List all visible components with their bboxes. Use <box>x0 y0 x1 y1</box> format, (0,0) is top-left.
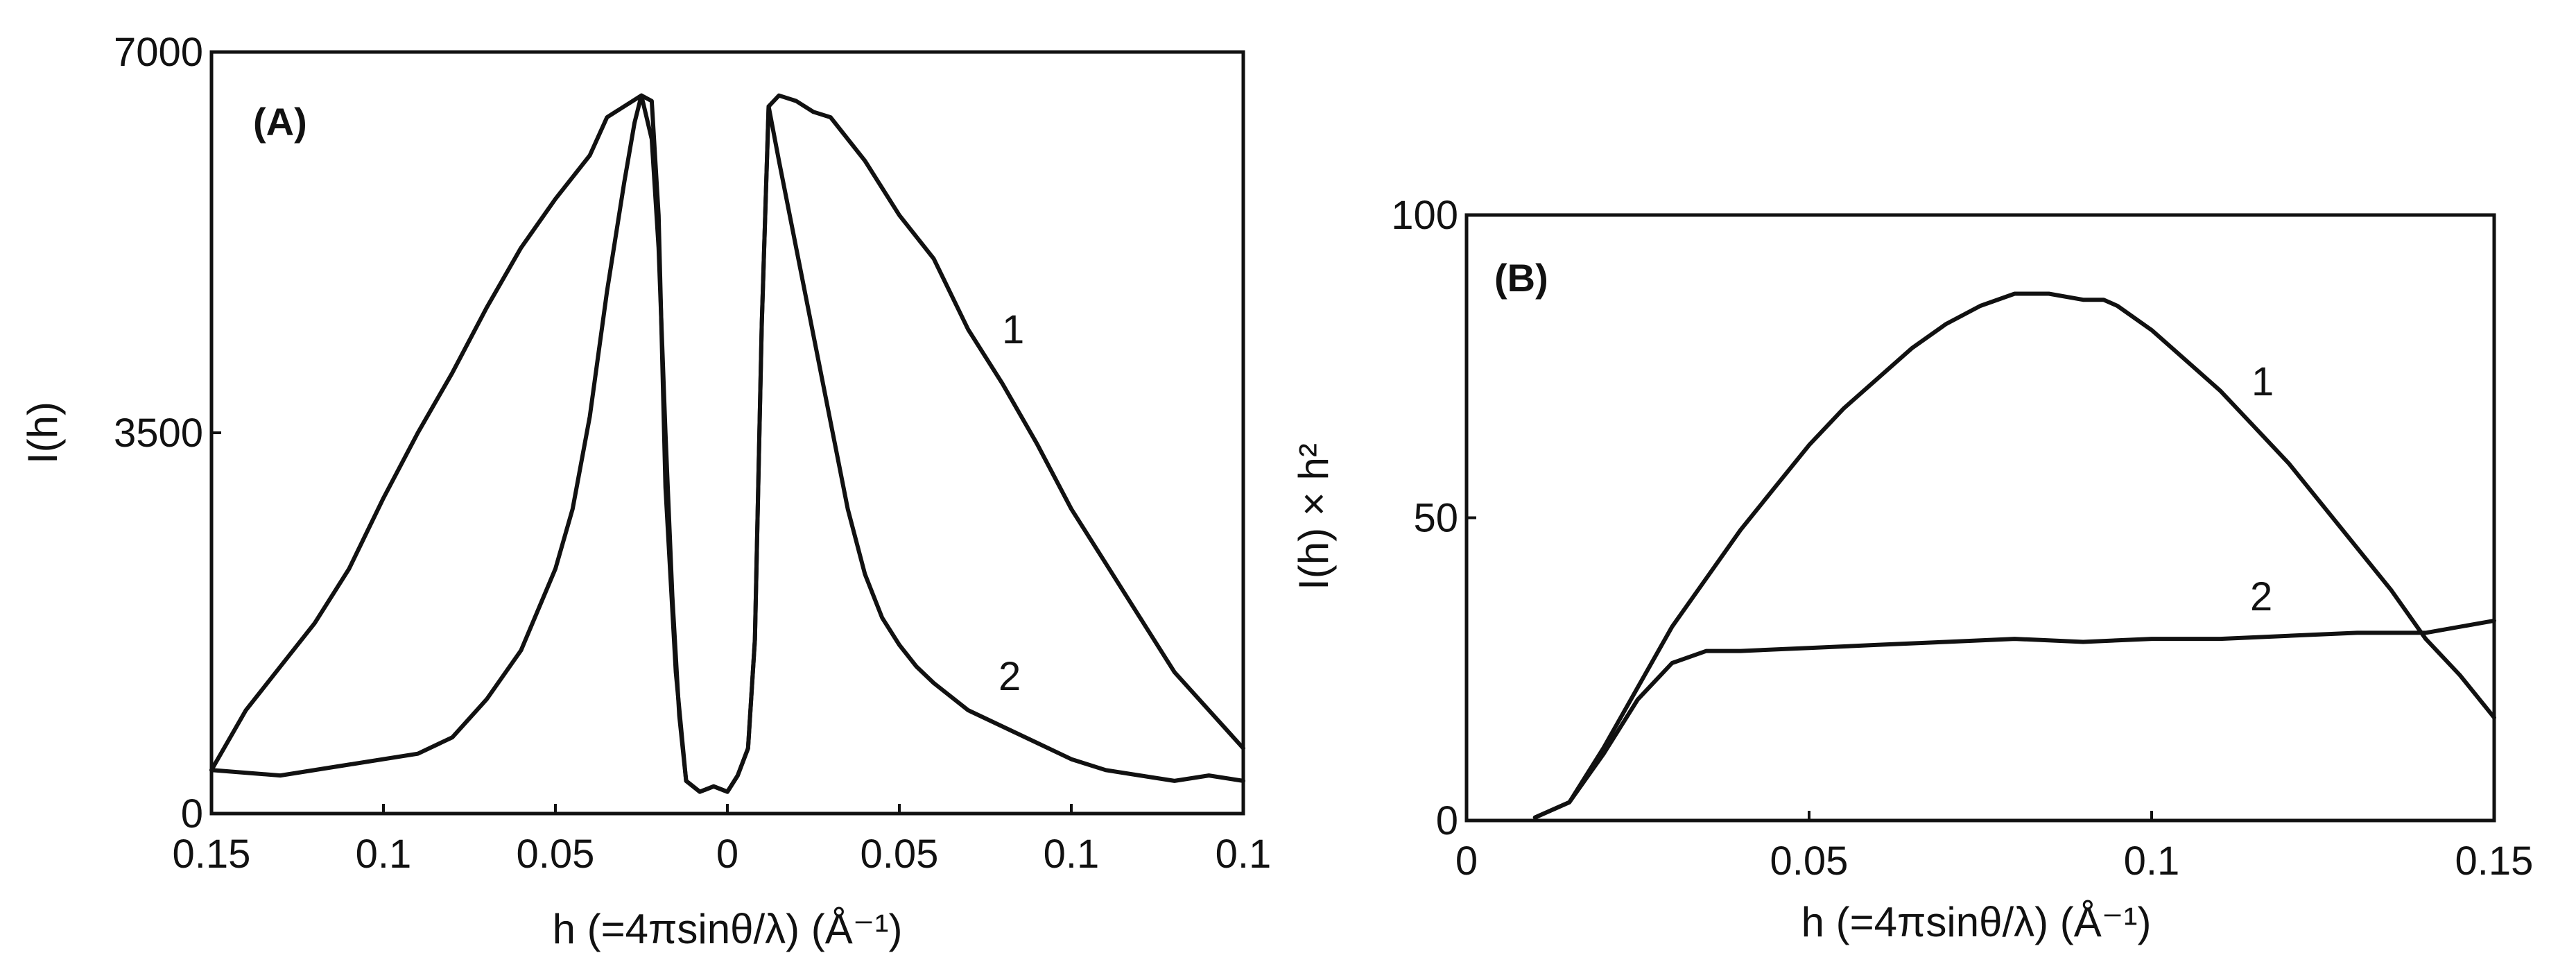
panel-a-y-tick-label: 7000 <box>114 30 203 75</box>
panel-b-series-1-line <box>1532 291 2496 820</box>
panel-b-x-ticks: 0 0.05 0.1 0.15 <box>1455 811 2534 884</box>
panel-a-x-tick-label: 0.05 <box>517 832 595 877</box>
panel-a-x-tick-label: 0.05 <box>861 832 939 877</box>
panel-b-y-tick-label: 0 <box>1436 798 1458 843</box>
panel-b-label: (B) <box>1494 256 1548 300</box>
panel-b-x-tick-label: 0.1 <box>2124 839 2180 884</box>
panel-a-y-axis-title: I(h) <box>19 402 66 464</box>
panel-b-y-tick-label: 50 <box>1413 496 1458 541</box>
panel-a-label: (A) <box>253 100 307 144</box>
panel-a: (A) 0 3500 7000 0.15 0.1 0.05 0 0.05 0.1 0.1 1 2… <box>19 30 1271 952</box>
panel-b-x-tick-label: 0.15 <box>2455 839 2534 884</box>
panel-a-y-tick-label: 3500 <box>114 411 203 456</box>
panel-b-x-axis-title: h (=4πsinθ/λ) (Å⁻¹) <box>1801 899 2152 945</box>
panel-a-x-axis-title: h (=4πsinθ/λ) (Å⁻¹) <box>553 906 903 952</box>
panel-a-series-2-line <box>209 93 1245 794</box>
panel-a-curves <box>209 93 1245 794</box>
panel-b-y-tick-label: 100 <box>1391 193 1458 238</box>
panel-a-y-tick-label: 0 <box>181 791 203 836</box>
panel-a-series-2-label: 2 <box>999 654 1021 699</box>
panel-b-y-ticks: 0 50 100 <box>1391 193 1476 843</box>
panel-b-series-2-label: 2 <box>2250 574 2272 619</box>
panel-a-frame <box>209 50 1245 816</box>
panel-a-y-ticks: 0 3500 7000 <box>114 30 221 836</box>
panel-a-x-tick-label: 0.1 <box>356 832 412 877</box>
panel-a-x-tick-label: 0.1 <box>1044 832 1100 877</box>
panel-b-series-1-label: 1 <box>2251 359 2274 404</box>
panel-a-x-tick-label: 0 <box>716 832 738 877</box>
panel-a-x-ticks: 0.15 0.1 0.05 0 0.05 0.1 0.1 <box>173 804 1272 877</box>
panel-b: (B) 0 50 100 0 0.05 0.1 0.15 1 2 I(h) × h² h … <box>1290 193 2533 945</box>
panel-a-x-tick-label: 0.1 <box>1216 832 1272 877</box>
panel-b-y-axis-title: I(h) × h² <box>1290 443 1337 590</box>
panel-a-x-tick-label: 0.15 <box>173 832 251 877</box>
panel-b-series-2-line <box>1532 618 2496 820</box>
panel-a-series-1-line <box>209 93 1245 794</box>
panel-b-x-tick-label: 0.05 <box>1770 839 1849 884</box>
panel-b-curves <box>1532 291 2496 820</box>
panel-a-series-1-label: 1 <box>1002 307 1024 352</box>
panel-b-x-tick-label: 0 <box>1455 839 1478 884</box>
